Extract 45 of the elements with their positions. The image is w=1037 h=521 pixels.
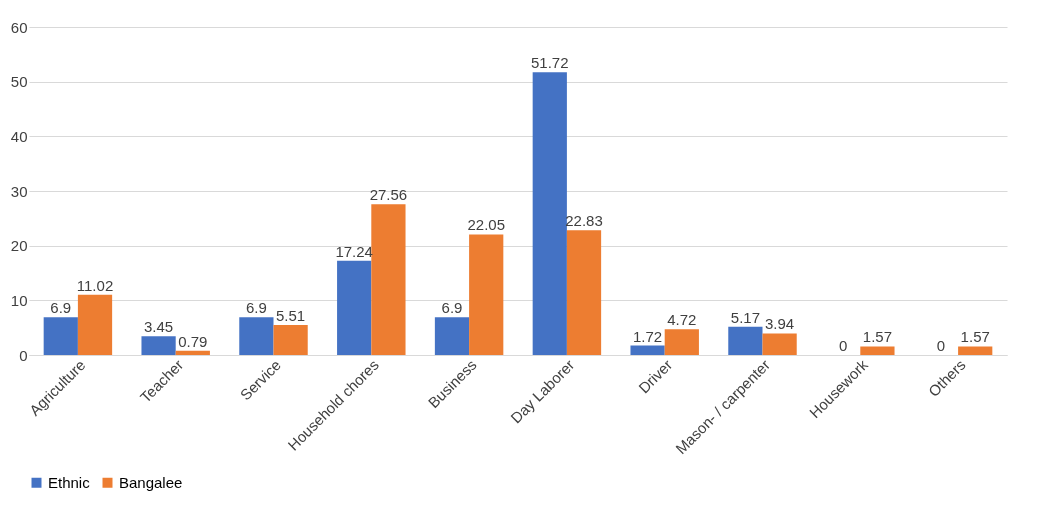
y-tick-label: 50 <box>10 73 28 91</box>
data-label: 4.72 <box>667 311 697 329</box>
bar <box>860 346 895 355</box>
bar <box>566 230 602 355</box>
data-label: 22.05 <box>467 216 505 234</box>
bar <box>762 333 797 355</box>
data-label: 6.9 <box>50 299 72 317</box>
data-label: 0 <box>839 337 848 354</box>
bar <box>630 345 665 355</box>
y-tick-label: 10 <box>10 291 28 309</box>
data-label: 3.45 <box>143 318 174 336</box>
data-label: 6.9 <box>441 299 463 317</box>
legend-label: Ethnic <box>48 473 91 491</box>
legend-label: Bangalee <box>119 473 183 491</box>
data-label: 11.02 <box>76 276 114 294</box>
bar <box>434 317 470 355</box>
data-label: 51.72 <box>531 54 569 72</box>
bar <box>175 350 210 355</box>
data-label: 1.57 <box>960 328 990 346</box>
bar <box>273 324 308 355</box>
bar <box>664 329 699 355</box>
y-tick-label: 40 <box>10 127 28 145</box>
bar <box>141 336 176 355</box>
data-label: 0.79 <box>178 332 208 350</box>
bar <box>337 260 372 355</box>
y-tick-label: 60 <box>10 18 28 36</box>
y-tick-label: 20 <box>10 237 28 255</box>
bar <box>371 204 406 355</box>
bar <box>958 346 993 355</box>
bar <box>43 317 78 355</box>
data-label: 1.57 <box>862 328 893 346</box>
data-label: 5.51 <box>276 306 306 324</box>
data-label: 5.17 <box>730 308 760 326</box>
bar <box>532 72 567 355</box>
data-label: 1.72 <box>632 327 663 345</box>
bar <box>239 317 274 355</box>
y-tick-label: 0 <box>19 346 28 364</box>
y-tick-label: 30 <box>10 182 28 200</box>
data-label: 3.94 <box>765 315 795 333</box>
data-label: 0 <box>936 337 946 354</box>
data-label: 6.9 <box>245 299 267 317</box>
bar <box>469 234 504 355</box>
bar <box>728 326 763 355</box>
data-label: 27.56 <box>369 186 408 204</box>
bar <box>77 294 113 355</box>
